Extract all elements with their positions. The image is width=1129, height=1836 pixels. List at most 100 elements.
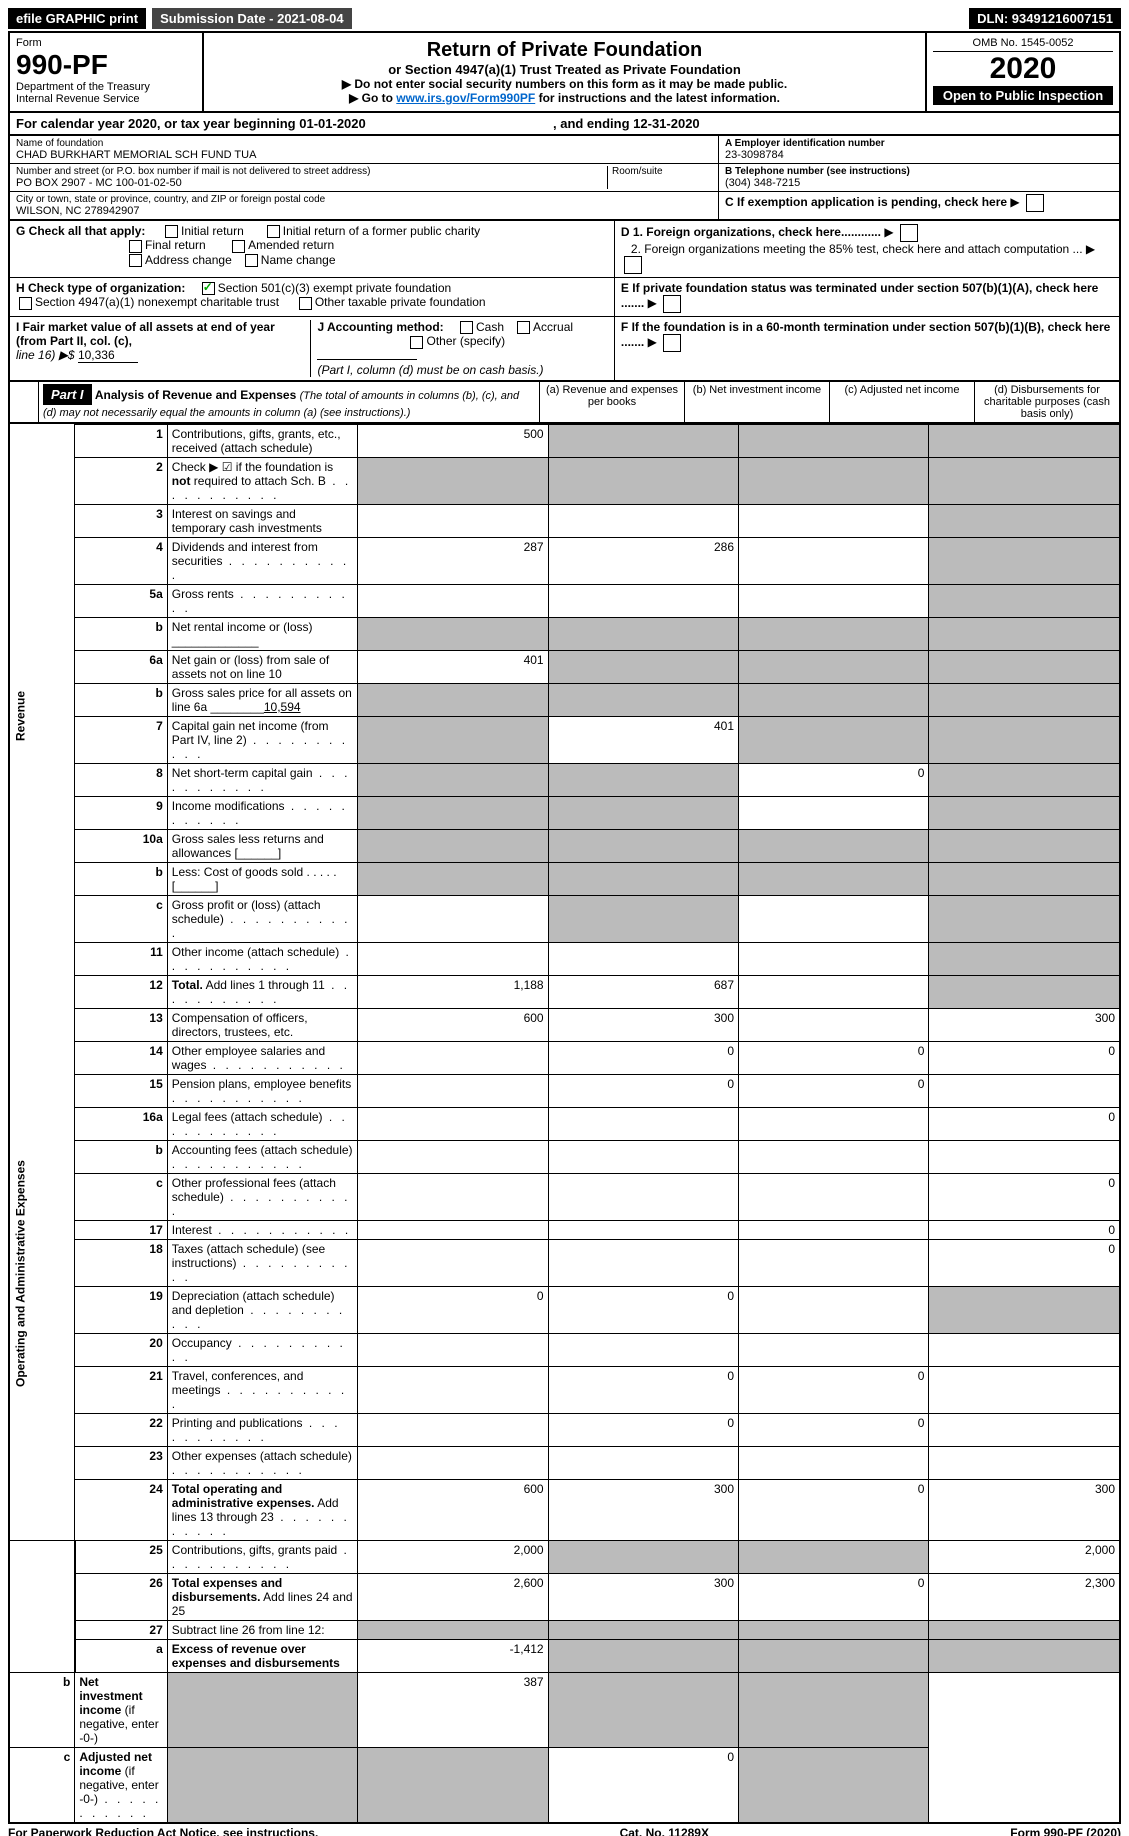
col-b-value [548,1540,738,1573]
efile-label[interactable]: efile GRAPHIC print [8,8,146,29]
line-label: Taxes (attach schedule) (see instruction… [167,1239,357,1286]
foreign-85-checkbox[interactable] [624,256,642,274]
table-row: Revenue1Contributions, gifts, grants, et… [9,424,1120,457]
final-return-checkbox[interactable] [129,240,142,253]
address-change-checkbox[interactable] [129,254,142,267]
line-number: 3 [75,504,167,537]
form-id-column: Form 990-PF Department of the Treasury I… [10,33,204,111]
line-number: 21 [75,1366,167,1413]
catalog-number: Cat. No. 11289X [620,1826,709,1836]
table-row: cAdjusted net income (if negative, enter… [9,1747,1120,1823]
irs-label: Internal Revenue Service [16,93,196,105]
col-b-value: 0 [548,1074,738,1107]
col-c-value: 0 [739,1413,929,1446]
line-number: b [75,683,167,716]
col-b-value [548,584,738,617]
city-value: WILSON, NC 278942907 [16,205,712,217]
col-a-value [358,1366,548,1413]
col-a-value [358,763,548,796]
terminated-checkbox[interactable] [663,295,681,313]
line-number: 6a [75,650,167,683]
foreign-org-checkbox[interactable] [900,224,918,242]
col-a-header: (a) Revenue and expenses per books [540,382,685,422]
g-checks: G Check all that apply: Initial return I… [10,221,615,278]
line-number: 13 [75,1008,167,1041]
form-title: Return of Private Foundation [214,39,915,62]
table-row: cOther professional fees (attach schedul… [9,1173,1120,1220]
60month-checkbox[interactable] [663,334,681,352]
col-d-value: 300 [929,1479,1120,1540]
col-b-value [548,1220,738,1239]
ein-cell: A Employer identification number 23-3098… [719,136,1119,164]
col-b-value: 0 [548,1366,738,1413]
line-label: Gross profit or (loss) (attach schedule) [167,895,357,942]
col-d-value [929,1333,1120,1366]
col-c-value [739,1620,929,1639]
line-number: 9 [75,796,167,829]
cash-checkbox[interactable] [460,321,473,334]
line-number: 14 [75,1041,167,1074]
col-b-value [548,1333,738,1366]
line-label: Subtract line 26 from line 12: [167,1620,357,1639]
initial-former-checkbox[interactable] [267,225,280,238]
irs-link[interactable]: www.irs.gov/Form990PF [396,91,535,105]
amended-checkbox[interactable] [232,240,245,253]
col-b-value [548,1173,738,1220]
line-label: Net rental income or (loss) ____________… [167,617,357,650]
col-b-value: 0 [548,1041,738,1074]
line-label: Legal fees (attach schedule) [167,1107,357,1140]
col-c-value: 0 [739,1366,929,1413]
col-a-value: -1,412 [358,1639,548,1672]
table-row: 18Taxes (attach schedule) (see instructi… [9,1239,1120,1286]
form-header-box: Form 990-PF Department of the Treasury I… [8,31,1121,113]
col-a-value [358,829,548,862]
table-row: 8Net short-term capital gain0 [9,763,1120,796]
col-b-value [548,617,738,650]
other-method-checkbox[interactable] [410,336,423,349]
line-number: 2 [75,457,167,504]
col-a-value [358,895,548,942]
col-b-value: 300 [548,1479,738,1540]
line-label: Dividends and interest from securities [167,537,357,584]
table-row: 4Dividends and interest from securities2… [9,537,1120,584]
col-c-value [739,1220,929,1239]
4947-checkbox[interactable] [19,297,32,310]
name-change-checkbox[interactable] [245,254,258,267]
e-check: E If private foundation status was termi… [615,278,1119,317]
financial-table: Revenue1Contributions, gifts, grants, et… [8,424,1121,1824]
col-c-value [739,1639,929,1672]
col-d-value [929,537,1120,584]
col-b-value: 300 [548,1573,738,1620]
line-label: Printing and publications [167,1413,357,1446]
col-c-value [739,617,929,650]
col-d-value [929,1639,1120,1672]
line-label: Adjusted net income (if negative, enter … [75,1747,167,1823]
line-label: Total. Add lines 1 through 11 [167,975,357,1008]
col-d-value [929,716,1120,763]
table-row: bLess: Cost of goods sold . . . . . [___… [9,862,1120,895]
calendar-year-row: For calendar year 2020, or tax year begi… [8,113,1121,136]
col-c-value [739,796,929,829]
line-number: 18 [75,1239,167,1286]
form-label: Form [16,37,196,49]
line-number: 19 [75,1286,167,1333]
col-b-value [548,650,738,683]
col-a-value [358,862,548,895]
exemption-pending-cell: C If exemption application is pending, c… [719,192,1119,219]
line-number: c [75,895,167,942]
col-b-value: 300 [548,1008,738,1041]
col-c-value [739,1333,929,1366]
initial-return-checkbox[interactable] [165,225,178,238]
exemption-checkbox[interactable] [1026,194,1044,212]
501c3-checkbox[interactable] [202,282,215,295]
other-taxable-checkbox[interactable] [299,297,312,310]
col-c-value [739,829,929,862]
col-a-value [358,584,548,617]
accrual-checkbox[interactable] [517,321,530,334]
line-number: 22 [75,1413,167,1446]
line-number: 16a [75,1107,167,1140]
col-b-value [548,763,738,796]
col-a-value [358,1413,548,1446]
line-number: b [75,1140,167,1173]
col-a-value [358,942,548,975]
